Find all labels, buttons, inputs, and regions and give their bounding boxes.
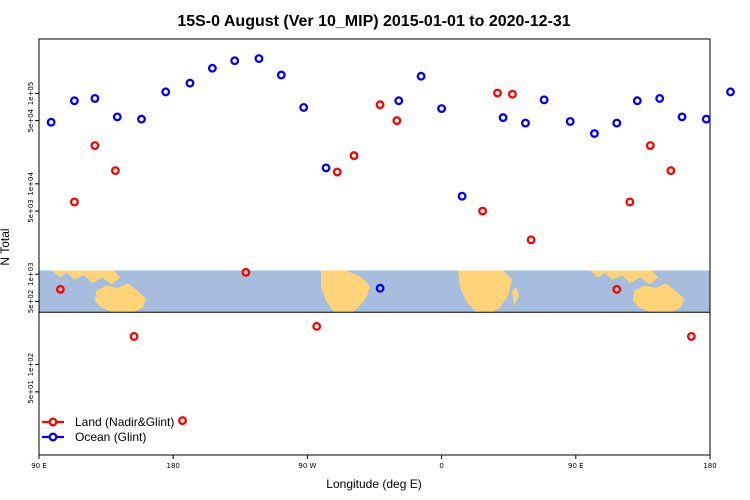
ocean-point: [565, 116, 575, 126]
land-point: [686, 331, 696, 341]
ocean-point: [612, 118, 622, 128]
land-point: [375, 100, 385, 110]
land-point: [349, 151, 359, 161]
legend-label: Land (Nadir&Glint): [75, 415, 174, 429]
legend: Land (Nadir&Glint)Ocean (Glint): [42, 415, 174, 444]
ocean-point: [394, 96, 404, 106]
legend-marker: [48, 432, 58, 442]
map-land-southeast-asia: [52, 270, 120, 285]
y-tick-label: 5e+03: [27, 199, 35, 223]
land-point: [507, 89, 517, 99]
map-land-madagascar: [512, 286, 519, 306]
ocean-point: [185, 78, 195, 88]
land-point: [493, 88, 502, 98]
map-land-southeast-asia-repeat: [590, 270, 658, 285]
land-point: [612, 284, 622, 294]
ocean-point: [726, 87, 735, 97]
ocean-point: [137, 114, 146, 124]
land-point: [129, 331, 139, 341]
land-point: [666, 166, 676, 176]
land-point: [478, 206, 488, 216]
ocean-point: [299, 102, 309, 112]
land-point: [645, 141, 655, 151]
ocean-point: [254, 54, 264, 64]
y-tick-label: 5e+01: [27, 380, 35, 404]
land-point: [392, 116, 402, 126]
x-tick-label: 180: [703, 462, 716, 470]
x-tick-label: 180: [167, 462, 180, 470]
land-point: [178, 416, 187, 426]
data-points: [46, 54, 735, 426]
ocean-point: [437, 104, 447, 114]
ocean-point: [701, 114, 711, 124]
ocean-point: [457, 191, 467, 201]
legend-marker: [48, 417, 58, 427]
y-tick-label: 1e+05: [27, 82, 35, 106]
ocean-point: [161, 87, 171, 97]
land-point: [332, 167, 342, 177]
ocean-point: [416, 71, 426, 81]
land-point: [312, 321, 322, 331]
ocean-point: [677, 112, 687, 122]
y-tick-label: 5e+04: [27, 108, 35, 132]
ocean-point: [90, 93, 100, 103]
ocean-point: [276, 70, 286, 80]
ocean-point: [589, 129, 599, 138]
ocean-point: [207, 63, 217, 73]
x-tick-label: 90 W: [298, 462, 316, 470]
map-land-australia-repeat: [633, 283, 684, 313]
y-axis-label: N Total: [0, 228, 12, 265]
x-tick-label: 90 E: [568, 462, 584, 470]
y-tick-label: 1e+03: [27, 262, 35, 286]
chart-title: 15S-0 August (Ver 10_MIP) 2015-01-01 to …: [177, 13, 570, 30]
y-tick-label: 5e+02: [27, 290, 35, 314]
y-tick-label: 1e+04: [27, 172, 35, 196]
ocean-point: [112, 112, 122, 122]
ocean-point: [46, 117, 56, 127]
ocean-point: [655, 93, 665, 103]
ocean-point: [321, 163, 331, 173]
x-axis: 90 E 180 90 W 0 90 E 180: [31, 455, 717, 470]
land-point: [69, 197, 79, 207]
legend-label: Ocean (Glint): [75, 430, 146, 444]
ocean-point: [539, 95, 549, 105]
ocean-point: [230, 56, 240, 66]
land-point: [241, 267, 251, 277]
map-land-africa: [458, 270, 512, 313]
map-land-south-america: [321, 270, 370, 313]
ocean-point: [375, 283, 385, 293]
land-point: [55, 284, 65, 294]
ocean-point: [69, 96, 79, 106]
plot-frame: [38, 38, 711, 456]
x-tick-label: 0: [439, 462, 443, 470]
land-point: [90, 141, 100, 151]
ocean-point: [521, 118, 530, 128]
ocean-point: [498, 113, 508, 123]
x-axis-label: Longitude (deg E): [326, 477, 421, 491]
map-land-australia: [95, 283, 146, 313]
y-tick-label: 1e+02: [27, 353, 35, 377]
ocean-point: [632, 96, 642, 106]
land-point: [625, 197, 635, 207]
x-tick-label: 90 E: [31, 462, 47, 470]
y-axis: 5e+01 1e+02 5e+02 1e+03 5e+03 1e+04 5e+04 1e+05: [27, 82, 39, 404]
world-map-band: [39, 270, 710, 313]
map-ocean: [39, 270, 710, 313]
land-point: [110, 166, 120, 176]
land-point: [526, 235, 536, 245]
